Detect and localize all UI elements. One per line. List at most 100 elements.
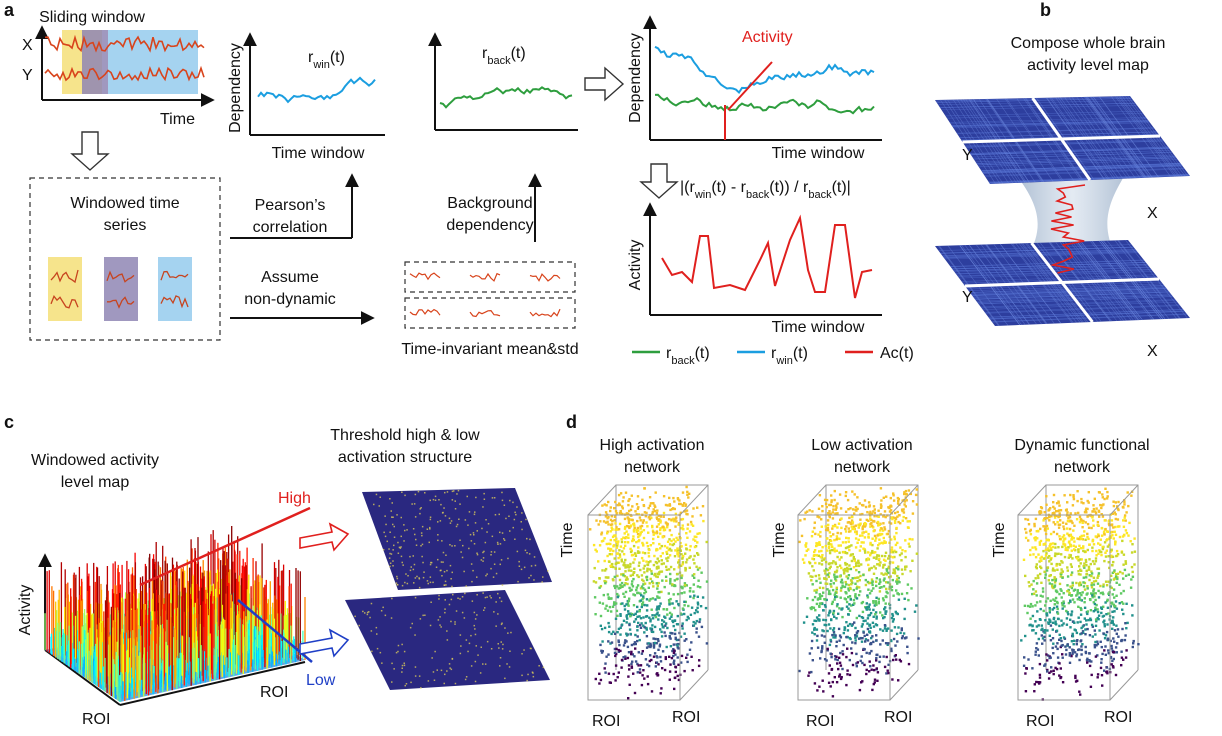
network-point: [601, 504, 603, 506]
network-point: [912, 512, 914, 514]
network-point: [662, 536, 664, 538]
network-point: [846, 601, 848, 603]
speckle: [420, 618, 422, 620]
network-point: [674, 666, 676, 668]
network-point: [813, 555, 815, 557]
speckle: [407, 575, 409, 577]
network-point: [1039, 541, 1041, 543]
speckle: [486, 531, 488, 533]
series-label: rback(t): [482, 45, 526, 67]
legend-label: rwin(t): [771, 345, 808, 367]
network-point: [658, 560, 660, 562]
network-point: [652, 582, 654, 584]
network-point: [652, 502, 654, 504]
network-point: [622, 564, 624, 566]
network-point: [616, 512, 618, 514]
network-point: [1114, 629, 1116, 631]
network-point: [641, 604, 643, 606]
network-point: [867, 533, 869, 535]
network-point: [1120, 640, 1122, 642]
network-point: [1039, 566, 1041, 568]
network-point: [665, 658, 667, 660]
network-point: [858, 594, 860, 596]
panel-d: d High activation network Low activation…: [559, 412, 1150, 730]
network-point: [838, 657, 840, 659]
speckle: [382, 607, 384, 609]
network-point: [1065, 653, 1067, 655]
network-point: [1098, 516, 1100, 518]
box-edge: [680, 485, 708, 515]
network-point: [627, 518, 629, 520]
network-point: [882, 566, 884, 568]
network-point: [864, 648, 866, 650]
network-point: [896, 640, 898, 642]
network-point: [811, 558, 813, 560]
speckle: [509, 666, 511, 668]
network-point: [834, 576, 836, 578]
speckle: [421, 556, 423, 558]
network-point: [1077, 512, 1079, 514]
network-point: [832, 505, 834, 507]
speckle: [526, 538, 528, 540]
network-point: [609, 553, 611, 555]
speckle: [462, 545, 464, 547]
signal: [410, 273, 440, 279]
network-point: [675, 600, 677, 602]
network-point: [1086, 585, 1088, 587]
speckle: [392, 565, 394, 567]
network-point: [899, 546, 901, 548]
network-point: [674, 579, 676, 581]
network-point: [835, 509, 837, 511]
arrow: [585, 68, 623, 100]
network-point: [875, 600, 877, 602]
network-point: [827, 648, 829, 650]
network-point: [676, 578, 678, 580]
network-point: [831, 527, 833, 529]
network-point: [631, 580, 633, 582]
network-point: [890, 497, 892, 499]
network-point: [656, 526, 658, 528]
speckle: [449, 667, 451, 669]
network-point: [879, 581, 881, 583]
network-point: [677, 561, 679, 563]
speckle: [391, 516, 393, 518]
speckle: [454, 545, 456, 547]
network-point: [642, 616, 644, 618]
network-point: [832, 560, 834, 562]
speckle: [381, 662, 383, 664]
network-point: [631, 583, 633, 585]
network-point: [622, 574, 624, 576]
network-point: [698, 659, 700, 661]
network-point: [610, 682, 612, 684]
box-edge: [588, 485, 616, 515]
network-point: [598, 587, 600, 589]
network-point: [612, 566, 614, 568]
network-point: [901, 593, 903, 595]
network-point: [1120, 651, 1122, 653]
network-point: [886, 656, 888, 658]
network-point: [643, 504, 645, 506]
network-point: [603, 594, 605, 596]
network-point: [823, 570, 825, 572]
speckle: [402, 668, 404, 670]
network-point: [818, 508, 820, 510]
network-point: [647, 552, 649, 554]
network-point: [825, 529, 827, 531]
network-point: [836, 662, 838, 664]
speckle: [430, 517, 432, 519]
network-point: [1032, 553, 1034, 555]
network-point: [643, 519, 645, 521]
speckle: [498, 643, 500, 645]
network-point: [836, 550, 838, 552]
network-point: [884, 627, 886, 629]
network-point: [880, 507, 882, 509]
network-point: [641, 653, 643, 655]
network-point: [873, 573, 875, 575]
speckle: [456, 610, 458, 612]
speckle: [406, 529, 408, 531]
network-point: [635, 589, 637, 591]
pointer: [728, 62, 772, 110]
network-point: [834, 634, 836, 636]
speckle: [393, 668, 395, 670]
network-point: [669, 529, 671, 531]
